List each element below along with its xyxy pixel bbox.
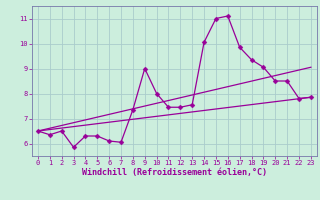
X-axis label: Windchill (Refroidissement éolien,°C): Windchill (Refroidissement éolien,°C)	[82, 168, 267, 177]
